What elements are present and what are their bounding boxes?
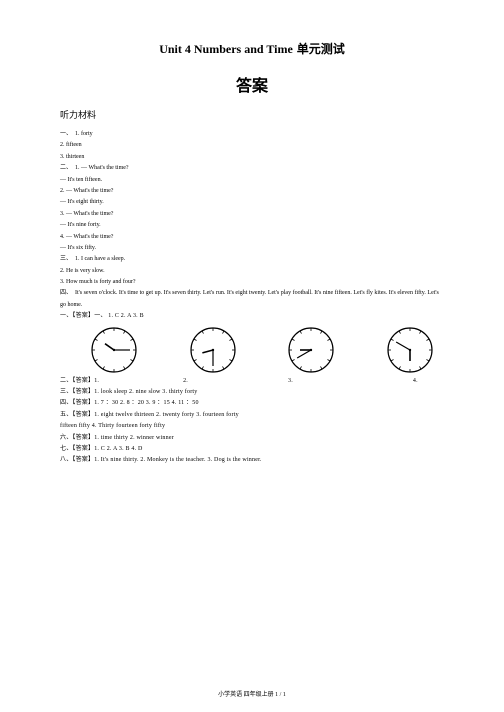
clock-2 — [189, 326, 237, 374]
answers-heading: 答案 — [60, 72, 444, 96]
sec2-line3: 2. — What's the time? — [60, 186, 444, 197]
title-row: Unit 4 Numbers and Time 单元测试 — [60, 40, 444, 58]
sec2-line2: — It's ten fifteen. — [60, 175, 444, 186]
ans8-row: 八、【答案】1. It's nine thirty. 2. Monkey is … — [60, 455, 444, 466]
clock-1 — [90, 326, 138, 374]
ans1-row: 一、【答案】一、 1. C 2. A 3. B — [60, 311, 444, 322]
clock-3 — [287, 326, 335, 374]
sec3-line2: 2. He is very slow. — [60, 266, 444, 277]
ans2-row: 二、【答案】1.2.3.4. — [60, 376, 444, 387]
sec4-line: 四、 It's seven o'clock. It's time to get … — [60, 288, 444, 311]
title-en: Unit 4 Numbers and Time — [159, 42, 293, 56]
ans5-row1: 五、【答案】1. eight twelve thirteen 2. twenty… — [60, 410, 444, 421]
page: Unit 4 Numbers and Time 单元测试 答案 听力材料 一、 … — [0, 0, 504, 712]
listening-heading: 听力材料 — [60, 108, 444, 121]
sec2-line8: — It's six fifty. — [60, 243, 444, 254]
sec1-line3: 3. thirteen — [60, 152, 444, 163]
sec1-line1: 一、 1. forty — [60, 129, 444, 140]
clocks-row — [60, 323, 444, 376]
page-footer: 小学英语 四年级上册 1 / 1 — [0, 689, 504, 698]
sec2-line4: — It's eight thirty. — [60, 197, 444, 208]
sec2-line5: 3. — What's the time? — [60, 209, 444, 220]
ans3-row: 三、【答案】1. look sleep 2. nine slow 3. thir… — [60, 387, 444, 398]
sec1-line2: 2. fifteen — [60, 140, 444, 151]
ans4-row: 四、【答案】1. 7 ：30 2. 8 ：20 3. 9 ：15 4. 11 ：… — [60, 398, 444, 409]
sec2-line7: 4. — What's the time? — [60, 232, 444, 243]
sec3-line1: 三、 1. I can have a sleep. — [60, 254, 444, 265]
sec3-line3: 3. How much is forty and four? — [60, 277, 444, 288]
sec2-line1: 二、 1. — What's the time? — [60, 163, 444, 174]
sec2-line6: — It's nine forty. — [60, 220, 444, 231]
ans5-row2: fifteen fifty 4. Thirty fourteen forty f… — [60, 421, 444, 432]
ans6-row: 六、【答案】1. time thirty 2. winner winner — [60, 433, 444, 444]
title-cn: 单元测试 — [297, 42, 345, 56]
clock-4 — [386, 326, 434, 374]
ans7-row: 七、【答案】1. C 2. A 3. B 4. D — [60, 444, 444, 455]
